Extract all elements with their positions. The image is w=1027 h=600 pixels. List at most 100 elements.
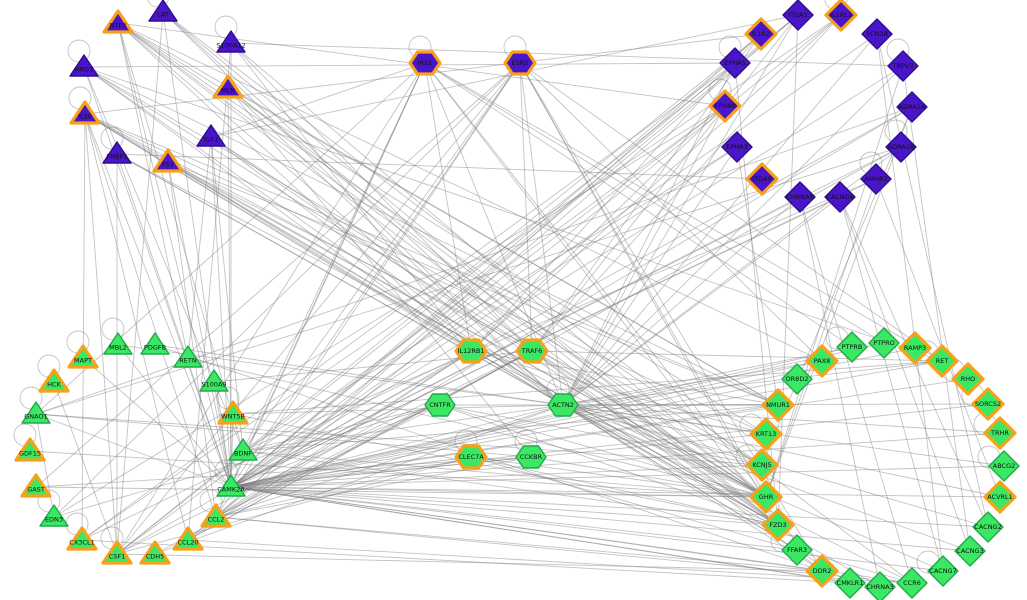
edge-camk2a-fzd3: [230, 486, 779, 526]
node-itga5[interactable]: ITGA5: [782, 0, 814, 31]
node-cntfr[interactable]: CNTFR: [424, 393, 456, 417]
diamond-node-shape: [834, 567, 866, 599]
edge-il12rb1-ghr: [470, 350, 767, 498]
node-sorcs2[interactable]: SORCS2: [971, 387, 1005, 421]
edge-ntf3-bdnf: [117, 22, 244, 452]
node-nrg1[interactable]: NRG1: [69, 54, 99, 77]
edge-itga5-ccl20: [187, 14, 799, 541]
node-lat[interactable]: LAT: [148, 0, 178, 22]
edge-esr2-ghr: [519, 62, 767, 498]
node-cckbr[interactable]: CCKBR: [515, 445, 547, 469]
node-ntf3[interactable]: NTF3: [102, 9, 134, 34]
node-ret[interactable]: RET: [925, 344, 959, 378]
edge-bdnf-ghr: [242, 450, 767, 498]
edge-epha5-cx3cl1: [81, 62, 736, 541]
edge-actn2-ddr2: [562, 404, 823, 572]
node-esr2[interactable]: ESR2: [503, 50, 537, 76]
diamond-node-shape: [896, 567, 928, 599]
node-edn3[interactable]: EDN3: [39, 504, 69, 527]
edge-scn3b-cacng7: [876, 33, 944, 572]
edge-epha3-nmur1: [736, 146, 779, 406]
edge-amhr2-ghr: [765, 178, 877, 498]
edge-epha3-bdnf: [242, 146, 738, 452]
edge-cckbr-gnao1: [35, 413, 532, 458]
node-trhr[interactable]: TRHR: [983, 416, 1017, 450]
node-il1rl2[interactable]: IL1RL2: [824, 0, 858, 32]
node-fnbp1[interactable]: FNBP1: [102, 141, 132, 164]
node-cacng7[interactable]: CACNG7: [927, 555, 959, 587]
triangle-node-shape: [101, 540, 133, 565]
node-ptpro[interactable]: PTPRO: [868, 327, 900, 359]
edge-camk2a-ddr2: [230, 486, 823, 572]
edge-igf1-camk2a: [210, 136, 232, 488]
node-cx3cl1[interactable]: CX3CL1: [66, 526, 98, 551]
edge-actn2-krt13: [562, 404, 767, 435]
edge-itga5-camk2a: [230, 14, 799, 488]
node-traf6[interactable]: TRAF6: [515, 338, 549, 364]
node-actn2[interactable]: ACTN2: [547, 393, 579, 417]
triangle-node-shape: [103, 332, 133, 355]
node-chrna3[interactable]: CHRNA3: [864, 571, 896, 600]
node-csf1[interactable]: CSF1: [101, 540, 133, 565]
diamond-node-shape: [781, 534, 813, 566]
node-abcg2[interactable]: ABCG2: [988, 450, 1020, 482]
edge-esr2-csf1: [116, 62, 521, 555]
edge-il1r2-camk2a: [230, 33, 762, 488]
node-wnt5b[interactable]: WNT5B: [217, 400, 249, 425]
node-cacng2[interactable]: CACNG2: [972, 511, 1004, 543]
edge-igf1-itga5: [210, 14, 799, 138]
node-mapt[interactable]: MAPT: [67, 344, 99, 369]
edge-ccl2-ccr6: [215, 516, 913, 584]
edge-mln-fzd3: [227, 87, 779, 526]
triangle-node-shape: [39, 504, 69, 527]
edge-retn-ghr: [187, 357, 767, 498]
edge-cntfr-bdnf: [242, 404, 441, 452]
node-acvrl1[interactable]: ACVRL1: [983, 480, 1017, 514]
edge-f11-camk2a: [167, 161, 232, 488]
edge-actn2-pax8: [562, 360, 823, 406]
edge-trpv3-camk2a: [230, 65, 904, 488]
edge-epha8-actn2: [562, 105, 726, 406]
triangle-node-shape: [139, 540, 171, 565]
edge-il20-ccl20: [84, 113, 189, 541]
edge-cckbr-ghr: [530, 456, 767, 498]
node-gdf15[interactable]: GDF15: [14, 437, 46, 462]
edge-clec7a-ccl2: [215, 456, 472, 518]
node-cacng3[interactable]: CACNG3: [954, 535, 986, 567]
node-epha3[interactable]: EPHA3: [721, 131, 753, 163]
node-clec7a[interactable]: CLEC7A: [454, 444, 488, 470]
edge-adra1b-ccl20: [187, 146, 902, 541]
edge-lat-fzd3: [162, 11, 779, 526]
edge-clec7a-ccr6: [470, 456, 913, 584]
node-ptprb[interactable]: PTPRB: [836, 331, 868, 363]
edge-s100a9-camk2a: [213, 381, 232, 488]
node-cdh5[interactable]: CDH5: [139, 540, 171, 565]
edge-s100a12-il12rb1: [230, 42, 472, 352]
edge-il1rl2-traf6: [531, 14, 842, 352]
node-scn3b[interactable]: SCN3B: [861, 18, 893, 50]
edge-igf1-irs1: [210, 62, 426, 138]
node-il1r2[interactable]: IL1R2: [744, 17, 778, 51]
node-mbl2[interactable]: MBL2: [103, 332, 133, 355]
edge-chrna5-camk2a: [230, 196, 801, 488]
node-adra1a[interactable]: ADRA1A: [896, 91, 928, 123]
node-ramp3[interactable]: RAMP3: [898, 331, 932, 365]
node-il12rb1[interactable]: IL12RB1: [454, 338, 488, 364]
node-s100a9[interactable]: S100A9: [199, 369, 229, 392]
edge-igf1-bdnf: [210, 136, 244, 452]
edge-actn2-fzd3: [562, 404, 779, 526]
node-hck[interactable]: HCK: [38, 368, 70, 393]
node-s100a12[interactable]: S100A12: [216, 30, 246, 53]
edge-mln-ghr: [227, 87, 767, 498]
node-ccr6[interactable]: CCR6: [896, 567, 928, 599]
edge-bdnf-fzd3: [242, 450, 779, 526]
node-pdgfb[interactable]: PDGFB: [140, 332, 170, 355]
node-krt13[interactable]: KRT13: [749, 417, 783, 451]
edge-actn2-kcnj5: [562, 404, 763, 466]
edge-camk2a-rho: [230, 378, 969, 488]
triangle-node-shape: [102, 9, 134, 34]
edge-adra1b-camk2a: [230, 146, 902, 488]
node-irs1[interactable]: IRS1: [408, 50, 442, 76]
